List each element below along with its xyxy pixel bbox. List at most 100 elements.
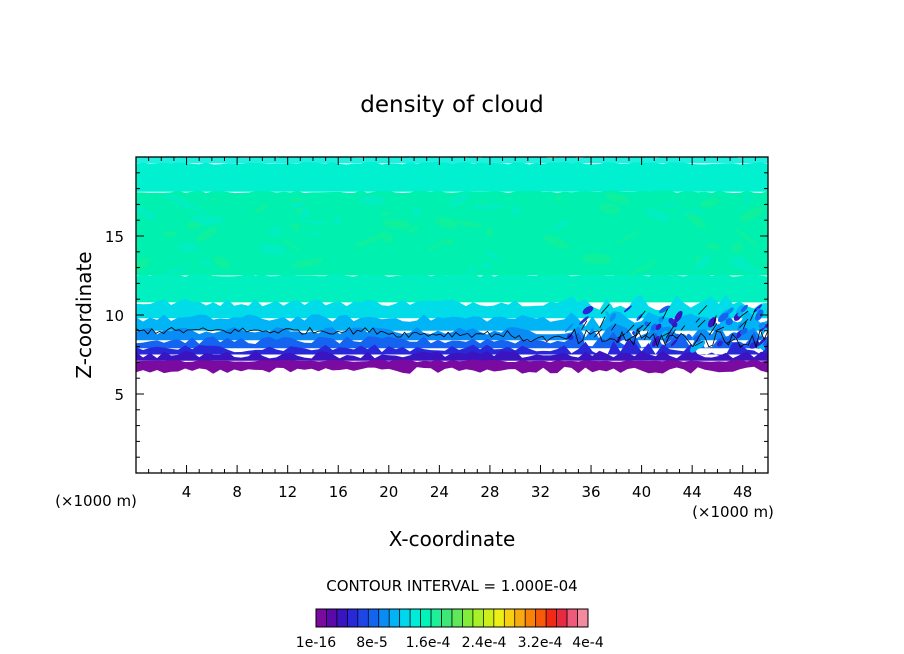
colorbar-swatch [483,608,495,628]
texture-patch [444,239,454,246]
y-tick-label: 10 [105,307,124,325]
contour-line [617,333,626,339]
colorbar-swatch [472,608,484,628]
texture-patch [191,214,224,225]
texture-patch [604,192,631,205]
ripple-patch [609,312,617,322]
colorbar-swatch [462,608,474,628]
x-tick-label: 20 [379,483,398,501]
contour-line [680,325,686,331]
texture-patch [706,242,720,250]
ripple-patch [605,311,610,317]
ripple-patch [728,332,737,341]
colorbar-swatch [514,608,526,628]
contour-line [708,323,718,336]
contour-line [749,308,756,321]
contour-line [636,324,644,331]
x-axis-label: X-coordinate [389,527,516,551]
contour-layer [136,162,768,192]
ripple-patch [582,306,594,315]
ripple-patch [755,335,763,342]
texture-patch [676,209,704,215]
texture-patch [485,251,500,260]
texture-patch [182,202,206,213]
y-axis-label: Z-coordinate [72,251,96,378]
ripple-patch [726,307,734,315]
texture-patch [735,228,759,247]
texture-patch [178,242,198,253]
colorbar-swatch [409,608,421,628]
y-tick-label: 15 [105,228,124,246]
texture-patch [200,258,212,266]
contour-lines [136,304,768,349]
x-unit-left: (×1000 m) [55,492,137,510]
texture-patch [359,195,386,206]
ripple-patch [567,333,574,340]
ripple-patch [735,304,744,315]
contour-line [581,320,588,330]
colorbar-label: 8e-5 [356,635,387,651]
contour-line [726,338,736,344]
x-tick-label: 36 [581,483,600,501]
texture-patch [455,220,483,228]
colorbar-swatch [524,608,537,628]
contour-line [694,340,704,347]
x-axis-ticks: 4 8 12 16 20 24 28 32 36 40 44 48 [135,157,769,501]
plot-area [136,157,768,374]
contour-line [740,310,749,318]
ripple-patch [734,343,739,349]
colorbar-label: 2.4e-4 [462,635,507,651]
ripple-patch [693,335,699,341]
contour-layer [136,350,768,361]
x-tick-label: 48 [733,483,752,501]
texture-patch [482,261,491,269]
colorbar-swatch [545,608,557,628]
texture-patch [291,223,300,231]
texture-patch [426,237,450,253]
contour-line [662,308,669,319]
texture-patch [197,226,218,242]
x-tick-label: 28 [480,483,499,501]
x-unit-right: (×1000 m) [692,503,774,521]
texture-patch [290,258,324,269]
ripple-patch [759,344,766,351]
texture-patch [581,253,612,265]
texture-patch [299,219,328,225]
contour-line [635,330,641,337]
contour-line [644,330,649,341]
ripple-patch [760,323,768,332]
colorbar-label: 3.2e-4 [518,635,563,651]
texture-patch [294,207,303,215]
ripple-patch [753,304,763,313]
contour-line [643,321,652,332]
texture-patch [542,235,569,249]
contour-line [136,326,768,349]
colorbar-swatch [388,608,401,628]
ripple-patch [707,317,717,328]
colorbar-swatch [315,608,327,628]
texture-patch [685,212,707,229]
texture-patch [736,255,746,266]
colorbar-swatch [420,608,432,628]
colorbar-swatch [503,608,516,628]
texture-patch [694,255,712,269]
texture-patch [164,264,189,276]
y-tick-label: 5 [114,386,124,404]
texture-patch [435,216,459,229]
texture-patch [289,198,309,203]
texture-patch [305,231,322,236]
ripple-patch [744,337,754,347]
ripple-patch [755,309,764,321]
texture-patch [382,218,411,230]
texture-patch [136,257,150,275]
ripple-patch [733,321,743,329]
texture-patch [334,216,342,225]
contour-layer [136,359,768,374]
texture-patch [599,202,621,215]
texture-patch [747,266,761,275]
contour-layer [136,294,768,319]
colorbar-swatch [347,608,359,628]
contour-line [611,323,617,331]
ripple-patch [655,323,662,331]
x-tick-label: 40 [632,483,651,501]
